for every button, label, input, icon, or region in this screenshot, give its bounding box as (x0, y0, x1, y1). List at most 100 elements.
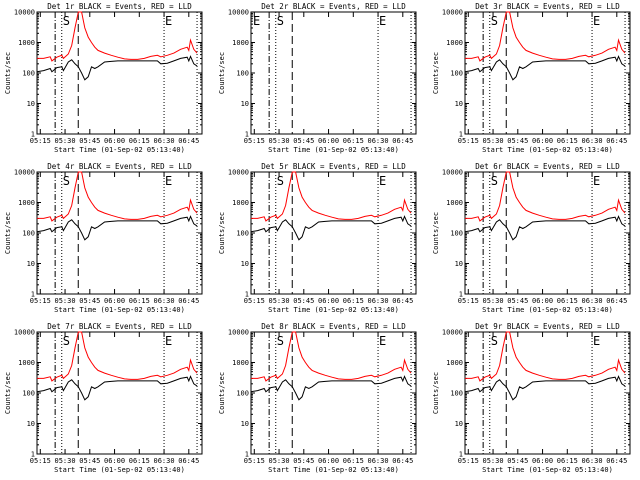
y-tick-label: 100 (22, 390, 35, 398)
y-tick-label: 10000 (228, 169, 249, 177)
panel-det-8: Det 8r BLACK = Events, RED = LLD 1 10 100 10… (218, 322, 417, 474)
y-axis-label: Counts/sec (4, 52, 12, 94)
y-tick-label: 10 (241, 260, 249, 268)
saa-flag-label: E (379, 334, 386, 348)
x-tick-label: 05:15 (244, 457, 265, 465)
saa-flag-label: E (593, 14, 600, 28)
panel-det-7: Det 7r BLACK = Events, RED = LLD 1 10 100 10… (4, 322, 203, 474)
y-tick-label: 10000 (442, 9, 463, 17)
x-tick-label: 06:45 (392, 457, 413, 465)
x-tick-label: 05:30 (55, 297, 76, 305)
x-tick-label: 05:45 (79, 137, 100, 145)
y-tick-label: 1000 (446, 359, 463, 367)
panel-title: Det 9r BLACK = Events, RED = LLD (475, 322, 620, 331)
saa-flag-label: E (593, 334, 600, 348)
y-tick-label: 10000 (14, 169, 35, 177)
x-tick-label: 05:30 (483, 297, 504, 305)
panel-det-3: Det 3r BLACK = Events, RED = LLD 1 10 100 10… (432, 2, 631, 154)
x-tick-label: 06:45 (178, 137, 199, 145)
x-tick-label: 06:45 (178, 457, 199, 465)
y-tick-label: 10 (455, 260, 463, 268)
x-tick-label: 06:45 (178, 297, 199, 305)
events-series-line (36, 375, 198, 401)
y-tick-label: 1000 (18, 359, 35, 367)
y-tick-label: 10000 (442, 169, 463, 177)
y-tick-label: 10000 (228, 329, 249, 337)
y-tick-label: 10000 (14, 329, 35, 337)
x-axis-label: Start Time (01-Sep-02 05:13:40) (268, 306, 399, 314)
y-tick-label: 1 (245, 131, 249, 139)
x-tick-label: 06:15 (129, 457, 150, 465)
x-tick-label: 06:30 (154, 137, 175, 145)
x-tick-label: 06:45 (606, 137, 627, 145)
x-tick-label: 05:15 (30, 297, 51, 305)
x-tick-label: 05:45 (79, 297, 100, 305)
y-tick-label: 10 (27, 260, 35, 268)
x-tick-label: 05:15 (30, 137, 51, 145)
saa-flag-label: E (379, 174, 386, 188)
saa-flag-label: E (165, 14, 172, 28)
saa-flag-label: E (379, 14, 386, 28)
panel-title: Det 5r BLACK = Events, RED = LLD (261, 162, 406, 171)
x-tick-label: 06:45 (392, 137, 413, 145)
y-tick-label: 100 (236, 70, 249, 78)
events-series-line (250, 215, 412, 241)
x-axis-label: Start Time (01-Sep-02 05:13:40) (54, 306, 185, 314)
x-tick-label: 05:45 (507, 137, 528, 145)
panel-title: Det 3r BLACK = Events, RED = LLD (475, 2, 620, 11)
x-tick-label: 06:00 (318, 137, 339, 145)
x-tick-label: 05:30 (483, 457, 504, 465)
lld-series-line (251, 331, 412, 382)
y-tick-label: 10 (27, 420, 35, 428)
saa-flag-label: S (277, 14, 284, 28)
x-tick-label: 06:15 (343, 457, 364, 465)
x-tick-label: 05:30 (483, 137, 504, 145)
x-tick-label: 05:45 (79, 457, 100, 465)
saa-flag-label: S (63, 174, 70, 188)
y-axis-label: Counts/sec (432, 372, 440, 414)
x-tick-label: 06:15 (557, 457, 578, 465)
lld-series-line (465, 171, 626, 222)
lld-series-line (465, 11, 626, 62)
x-axis-label: Start Time (01-Sep-02 05:13:40) (268, 146, 399, 154)
x-tick-label: 06:15 (557, 297, 578, 305)
panel-det-2: Det 2r BLACK = Events, RED = LLD 1 10 100 10… (218, 2, 417, 154)
y-axis-label: Counts/sec (4, 212, 12, 254)
panel-title: Det 8r BLACK = Events, RED = LLD (261, 322, 406, 331)
x-tick-label: 05:15 (30, 457, 51, 465)
x-tick-label: 05:15 (458, 137, 479, 145)
panel-title: Det 2r BLACK = Events, RED = LLD (261, 2, 406, 11)
x-tick-label: 05:45 (293, 297, 314, 305)
y-tick-label: 10000 (14, 9, 35, 17)
x-tick-label: 06:30 (582, 137, 603, 145)
saa-flag-label: E (593, 174, 600, 188)
y-tick-label: 10 (455, 420, 463, 428)
x-tick-label: 05:15 (244, 297, 265, 305)
x-tick-label: 06:15 (129, 297, 150, 305)
x-tick-label: 06:00 (104, 137, 125, 145)
x-tick-label: 06:00 (318, 457, 339, 465)
saa-flag-label: S (491, 174, 498, 188)
panel-det-5: Det 5r BLACK = Events, RED = LLD 1 10 100 10… (218, 162, 417, 314)
x-tick-label: 06:45 (606, 297, 627, 305)
y-tick-label: 1 (245, 291, 249, 299)
x-tick-label: 06:00 (532, 297, 553, 305)
x-tick-label: 06:15 (129, 137, 150, 145)
y-tick-label: 10000 (228, 9, 249, 17)
panel-title: Det 7r BLACK = Events, RED = LLD (47, 322, 192, 331)
lld-series-line (251, 171, 412, 222)
saa-flag-label: S (63, 14, 70, 28)
y-tick-label: 100 (236, 230, 249, 238)
x-axis-label: Start Time (01-Sep-02 05:13:40) (482, 466, 613, 474)
y-tick-label: 1 (31, 291, 35, 299)
x-tick-label: 06:15 (557, 137, 578, 145)
x-tick-label: 06:00 (104, 297, 125, 305)
panel-title: Det 1r BLACK = Events, RED = LLD (47, 2, 192, 11)
saa-flag-label: E (165, 334, 172, 348)
x-axis-label: Start Time (01-Sep-02 05:13:40) (268, 466, 399, 474)
saa-flag-label: S (491, 14, 498, 28)
saa-flag-label: S (491, 334, 498, 348)
y-tick-label: 1000 (18, 199, 35, 207)
x-tick-label: 06:00 (532, 457, 553, 465)
